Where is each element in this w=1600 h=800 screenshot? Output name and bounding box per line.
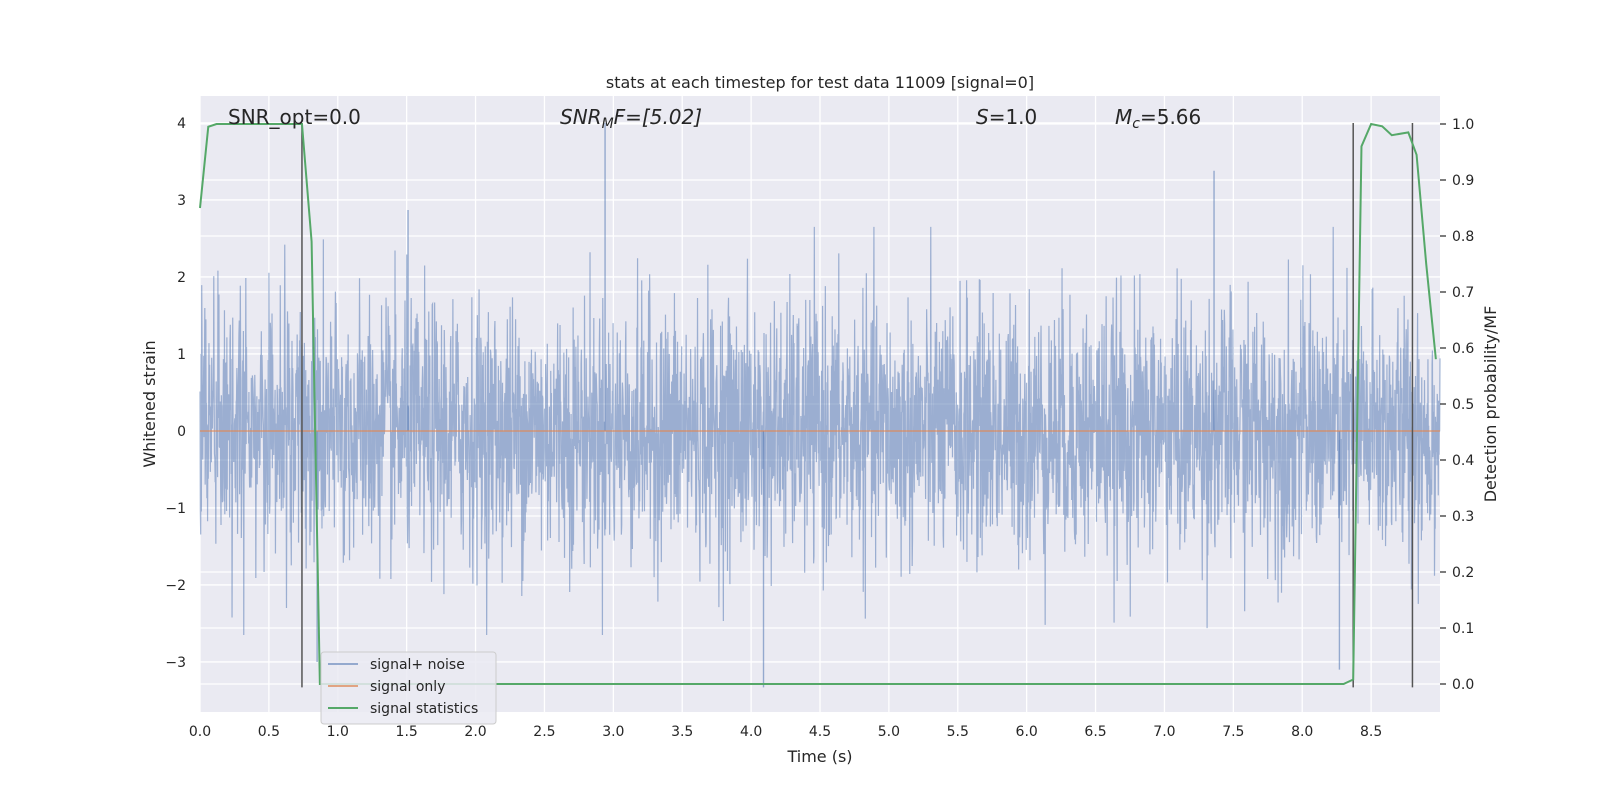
x-tick-label: 2.5 (533, 724, 555, 740)
legend-box (320, 651, 497, 725)
y2-tick-label: 0.0 (1452, 677, 1474, 693)
noise-trace (199, 226, 1441, 636)
y2-tick-label: 0.4 (1452, 453, 1474, 469)
y-axis-left: −3 −2 −1 0 1 2 3 4 (165, 116, 186, 671)
y2-axis-label: Detection probability/MF (1481, 306, 1500, 503)
x-tick-label: 2.0 (464, 724, 486, 740)
annotation-s: S=1.0 (976, 105, 1037, 129)
x-tick-label: 6.5 (1084, 724, 1106, 740)
y2-tick-label: 1.0 (1452, 117, 1474, 133)
x-tick-label: 8.0 (1291, 724, 1313, 740)
x-tick-label: 1.5 (396, 724, 418, 740)
x-tick-label: 4.0 (740, 724, 762, 740)
x-axis: 0.0 0.5 1.0 1.5 2.0 2.5 3.0 3.5 4.0 4.5 5.0 5.5 6.0 6… (189, 724, 1382, 740)
y2-tick-label: 0.6 (1452, 341, 1474, 357)
y-tick-label: 3 (177, 193, 186, 209)
x-tick-label: 6.0 (1016, 724, 1038, 740)
annotation-snr-mf: SNRMF=[5.02] (560, 105, 702, 132)
y-tick-label: 4 (177, 116, 186, 132)
x-tick-label: 5.5 (947, 724, 969, 740)
chart-title: stats at each timestep for test data 110… (606, 73, 1034, 92)
y2-tick-label: 0.2 (1452, 565, 1474, 581)
y-tick-label: −2 (165, 578, 186, 594)
y-tick-label: −3 (165, 655, 186, 671)
x-tick-label: 7.0 (1153, 724, 1175, 740)
y2-tick-label: 0.7 (1452, 285, 1474, 301)
y-axis-right: 0.0 0.1 0.2 0.3 0.4 0.5 0.6 0.7 0.8 0.9 1.0 (1440, 117, 1474, 693)
legend: signal+ noise signal only signal statist… (320, 651, 497, 725)
y-tick-label: 2 (177, 270, 186, 286)
y2-tick-label: 0.9 (1452, 173, 1474, 189)
y2-tick-label: 0.8 (1452, 229, 1474, 245)
legend-label-statistics: signal statistics (370, 701, 478, 717)
x-tick-label: 5.0 (878, 724, 900, 740)
x-axis-label: Time (s) (786, 747, 852, 766)
y2-tick-label: 0.3 (1452, 509, 1474, 525)
legend-label-noise: signal+ noise (370, 657, 465, 673)
x-tick-label: 4.5 (809, 724, 831, 740)
x-tick-label: 3.0 (602, 724, 624, 740)
x-tick-label: 0.5 (258, 724, 280, 740)
y2-tick-label: 0.1 (1452, 621, 1474, 637)
x-tick-label: 3.5 (671, 724, 693, 740)
series-signal-plus-noise (199, 122, 1441, 688)
annotation-mc: Mc=5.66 (1115, 105, 1201, 132)
y-tick-label: 0 (177, 424, 186, 440)
y2-tick-label: 0.5 (1452, 397, 1474, 413)
x-tick-label: 1.0 (327, 724, 349, 740)
y-axis-label: Whitened strain (140, 340, 159, 467)
x-tick-label: 7.5 (1222, 724, 1244, 740)
annotation-snr-opt: SNR_opt=0.0 (228, 105, 361, 129)
x-tick-label: 8.5 (1360, 724, 1382, 740)
x-tick-label: 0.0 (189, 724, 211, 740)
legend-label-signal-only: signal only (370, 679, 445, 695)
y-tick-label: −1 (165, 501, 186, 517)
y-tick-label: 1 (177, 347, 186, 363)
